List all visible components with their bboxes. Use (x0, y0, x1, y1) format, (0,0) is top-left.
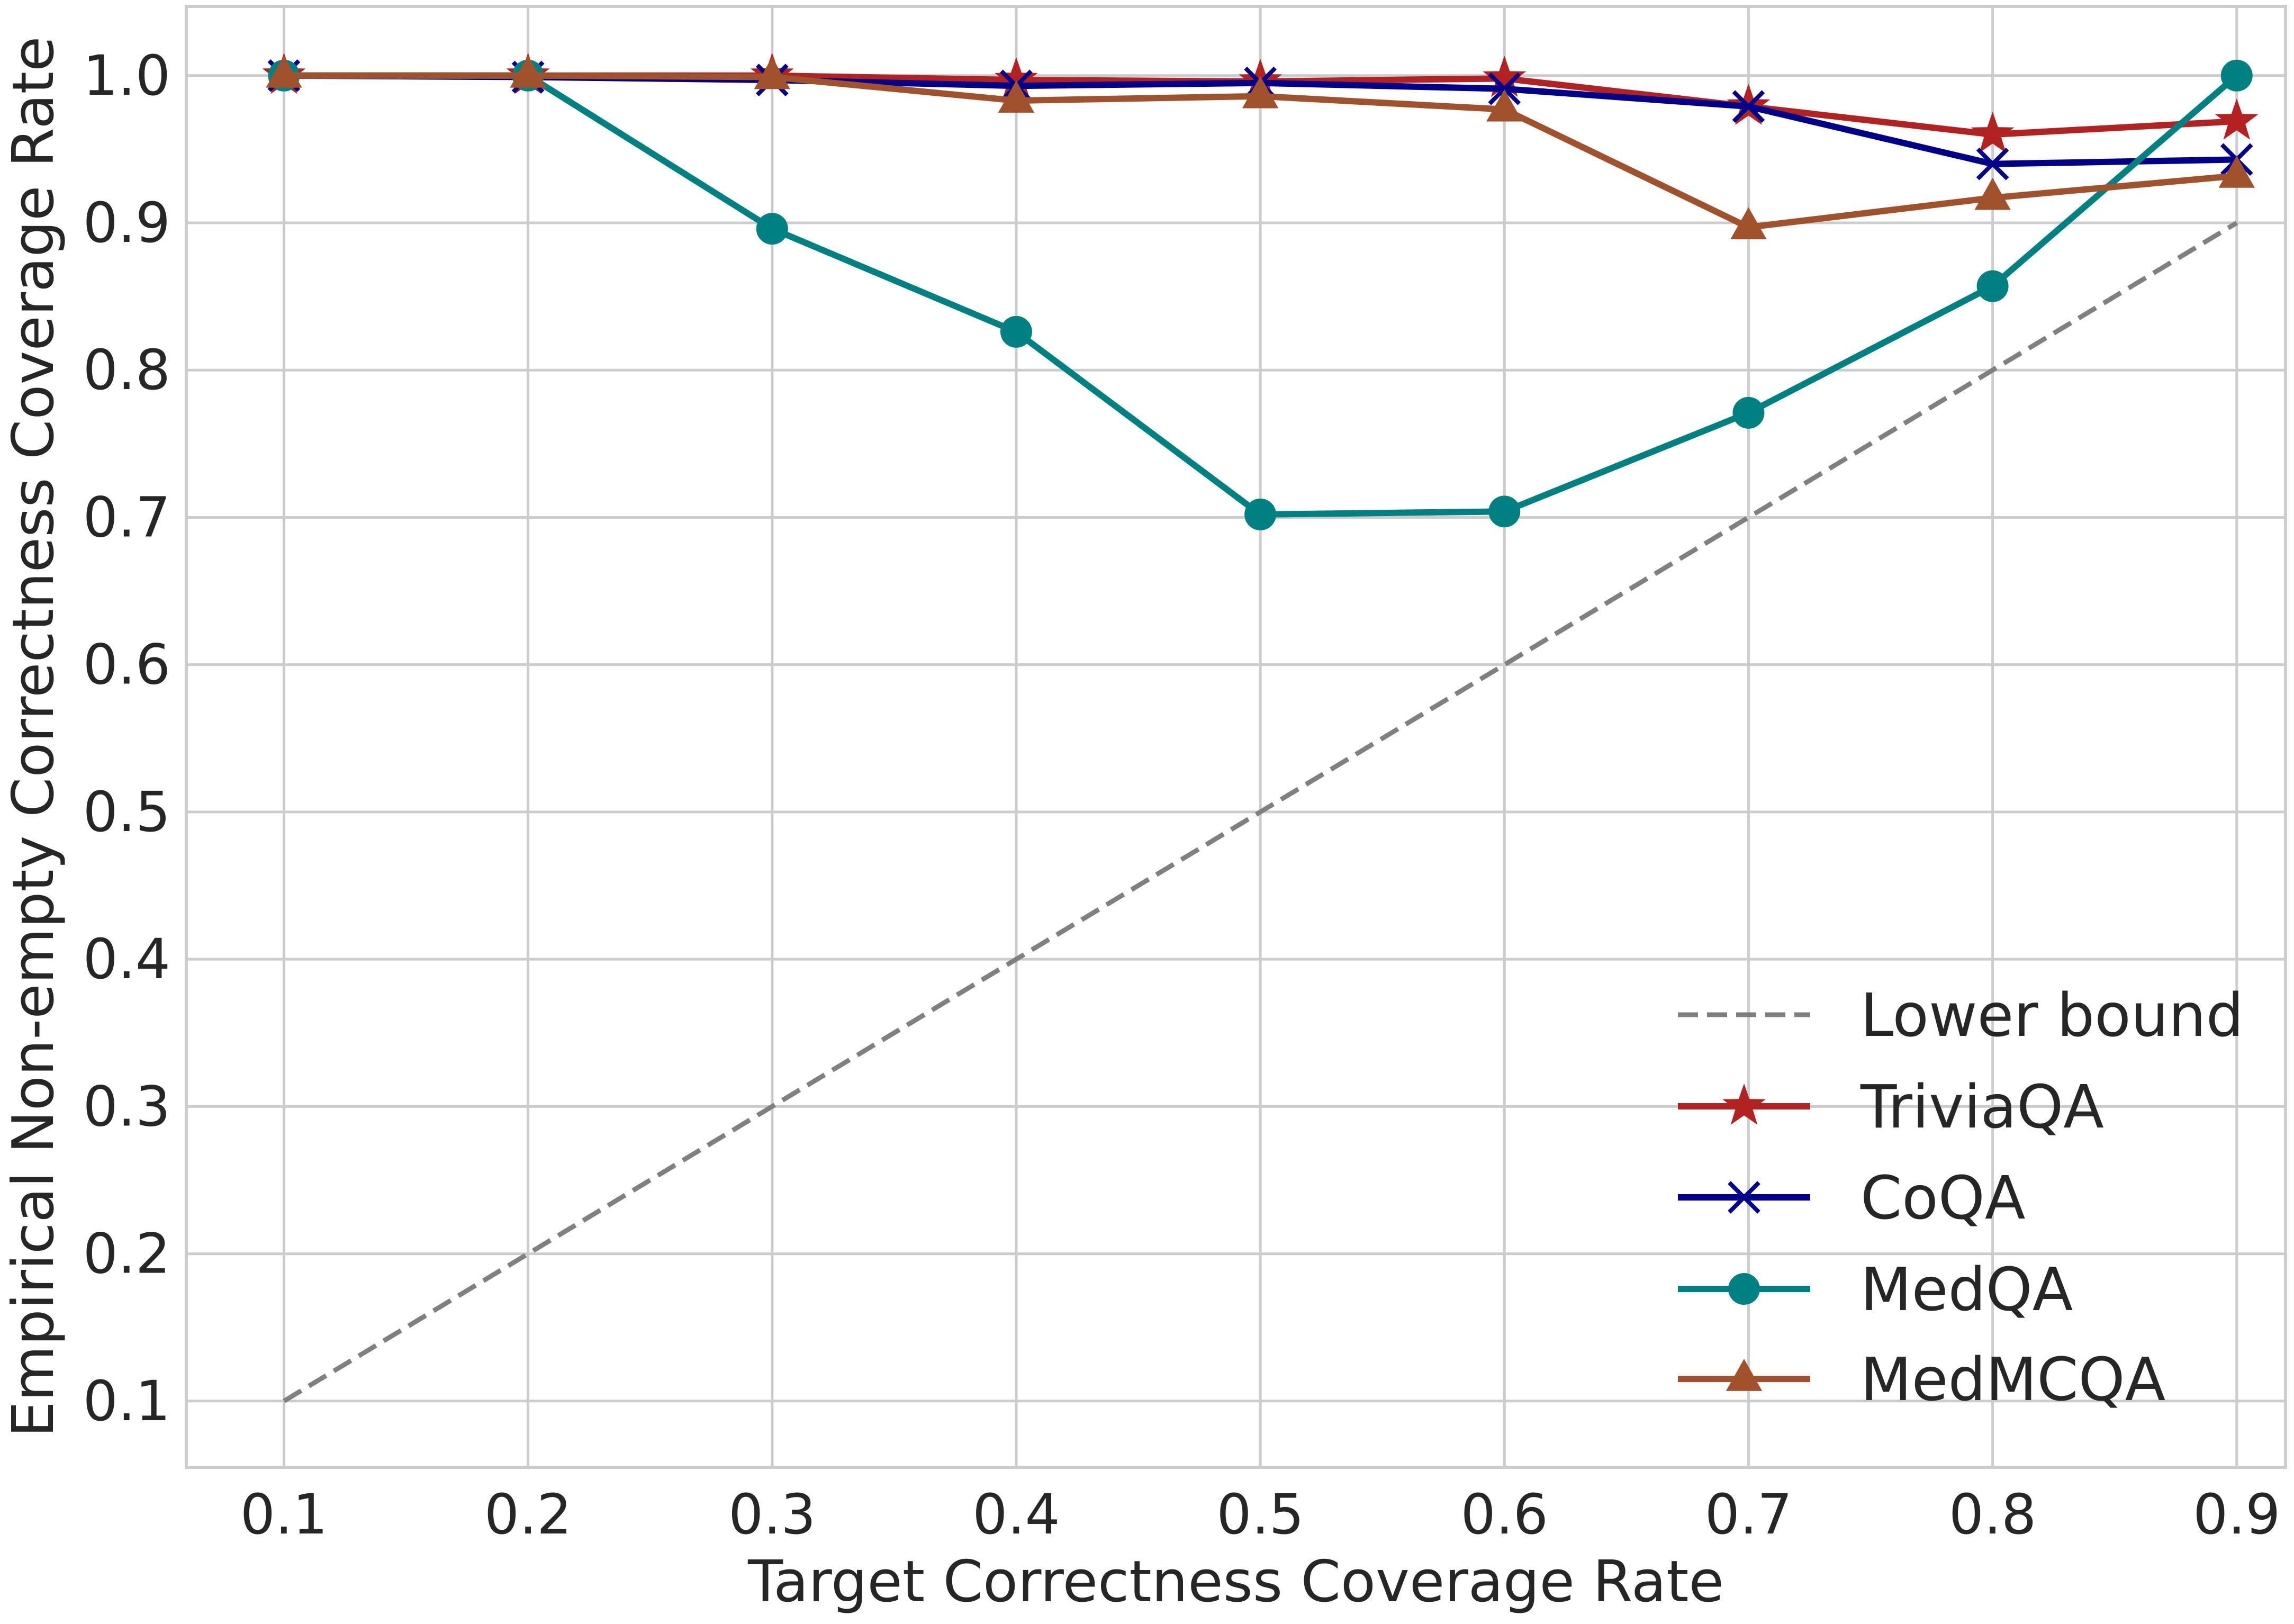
series-lower-bound (283, 221, 2238, 1403)
data-point-medqa (1732, 396, 1765, 429)
data-point-medqa (1244, 498, 1277, 530)
y-tick-label: 0.7 (83, 485, 170, 549)
data-point-coqa (1976, 147, 2009, 181)
x-tick-label: 0.3 (728, 1482, 816, 1547)
legend-entry-lower-bound: Lower bound (1678, 981, 2244, 1050)
y-tick-label: 0.9 (83, 191, 170, 255)
legend-swatch-marker (1726, 1359, 1763, 1391)
data-point-medqa (1976, 270, 2009, 302)
plot-border (185, 5, 2287, 1469)
legend: Lower bound TriviaQA CoQA MedQA MedMCQA (1678, 981, 2244, 1414)
data-point-medmcqa (1486, 89, 1523, 122)
data-point-medqa (1488, 495, 1521, 528)
y-tick-label: 1.0 (83, 43, 170, 108)
data-point-medmcqa (754, 57, 790, 89)
data-point-triviaqa (2215, 98, 2259, 140)
data-point-triviaqa (1971, 112, 2015, 153)
legend-swatch-marker (1722, 1083, 1766, 1125)
x-tick-label: 0.7 (1705, 1482, 1792, 1547)
grid-lines (186, 6, 2286, 1467)
x-tick-label: 0.8 (1949, 1482, 2036, 1547)
tick-labels: 0.1 0.2 0.3 0.4 0.5 0.6 0.7 0.8 0.9 0.1 0.2 0.3 0.4 0… (83, 43, 2281, 1547)
legend-entry-coqa: CoQA (1678, 1164, 2026, 1233)
y-axis-label: Empirical Non-empty Correctness Coverage… (1, 37, 67, 1438)
x-tick-label: 0.1 (240, 1482, 328, 1547)
data-point-medmcqa (510, 55, 546, 88)
x-tick-label: 0.9 (2193, 1482, 2280, 1547)
legend-swatch-marker (1728, 1273, 1760, 1305)
x-axis-label: Target Correctness Coverage Rate (747, 1549, 1724, 1615)
legend-label: MedMCQA (1861, 1346, 2165, 1414)
legend-label: CoQA (1861, 1164, 2026, 1233)
x-tick-label: 0.4 (972, 1482, 1060, 1547)
legend-entry-medmcqa: MedMCQA (1678, 1346, 2165, 1414)
legend-label: MedQA (1861, 1256, 2073, 1324)
data-point-medqa (2220, 59, 2253, 92)
data-point-medmcqa (1730, 207, 1767, 240)
y-tick-label: 0.1 (83, 1369, 170, 1433)
legend-entry-medqa: MedQA (1678, 1256, 2073, 1324)
y-tick-label: 0.5 (83, 780, 170, 844)
data-point-medmcqa (1974, 177, 2011, 210)
legend-label: TriviaQA (1860, 1073, 2104, 1142)
data-point-coqa (1488, 72, 1521, 105)
x-tick-label: 0.2 (484, 1482, 572, 1547)
data-point-medmcqa (2218, 155, 2255, 188)
x-tick-label: 0.6 (1461, 1482, 1548, 1547)
data-point-medmcqa (998, 80, 1035, 113)
y-tick-label: 0.4 (83, 927, 170, 991)
y-tick-label: 0.8 (83, 338, 170, 402)
y-tick-label: 0.3 (83, 1074, 170, 1139)
plot-frame (185, 5, 2287, 1469)
data-point-coqa (1732, 90, 1765, 123)
series-layer (262, 52, 2259, 1403)
y-tick-label: 0.6 (83, 633, 170, 697)
legend-label: Lower bound (1861, 981, 2244, 1050)
series-line-lower-bound (283, 221, 2238, 1403)
data-point-medmcqa (266, 55, 302, 88)
data-point-medqa (1000, 315, 1032, 348)
y-tick-label: 0.2 (83, 1222, 170, 1286)
data-point-medqa (756, 213, 788, 245)
data-point-medmcqa (1242, 76, 1279, 109)
x-tick-label: 0.5 (1216, 1482, 1304, 1547)
series-medmcqa (266, 55, 2255, 240)
legend-entry-triviaqa: TriviaQA (1678, 1073, 2104, 1142)
legend-swatch-marker (1728, 1181, 1760, 1214)
